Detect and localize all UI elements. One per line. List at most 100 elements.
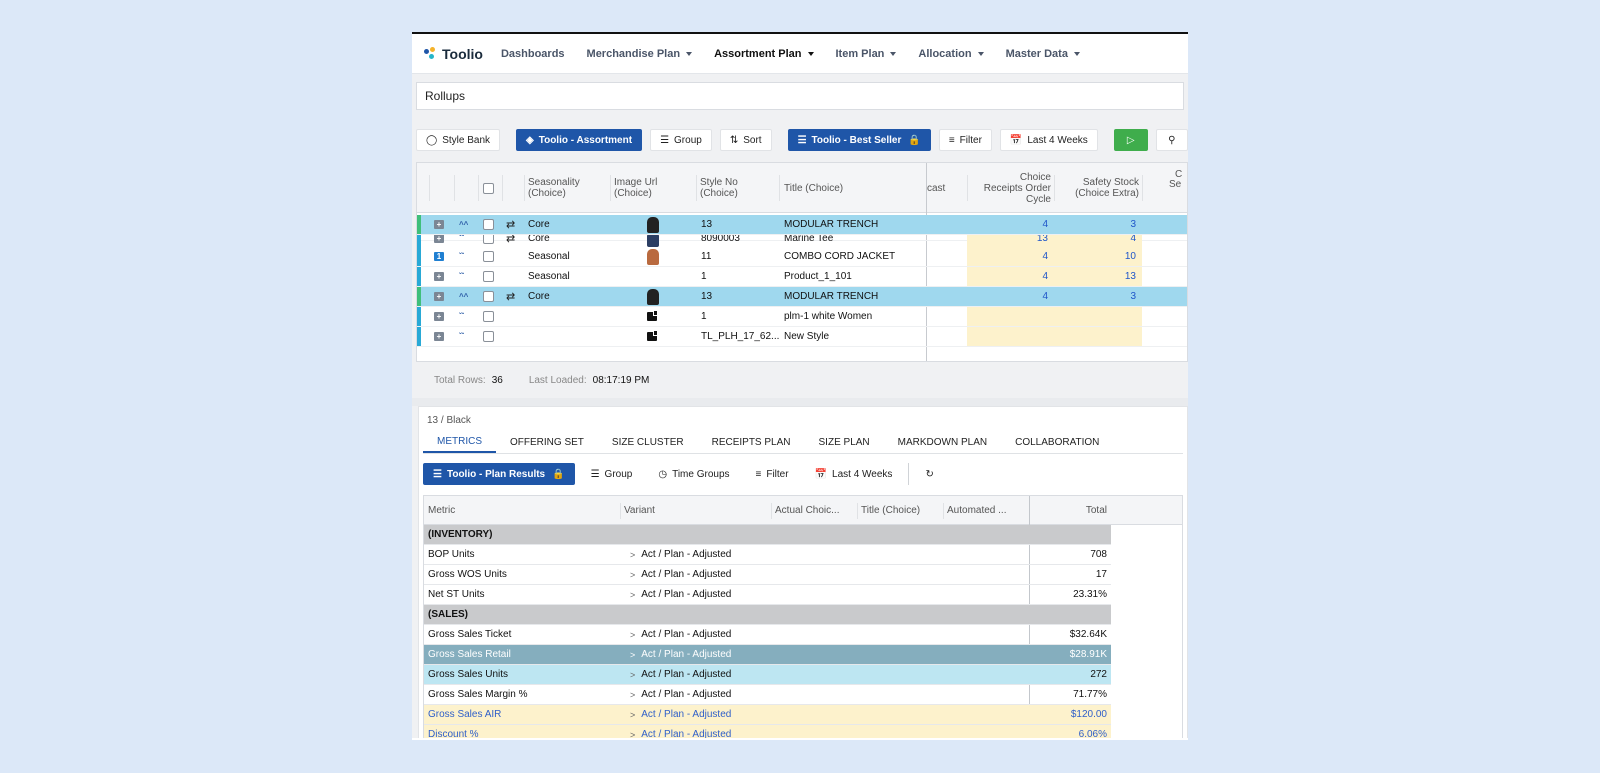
tab-receipts-plan[interactable]: RECEIPTS PLAN bbox=[711, 437, 791, 448]
refresh-button[interactable]: ↻ bbox=[915, 463, 943, 485]
chevron-down-icon[interactable]: ˇˇ bbox=[459, 312, 465, 321]
metric-row[interactable]: Gross Sales Retail > Act / Plan - Adjusted… bbox=[424, 645, 1111, 665]
total-value[interactable]: 272 bbox=[1090, 669, 1107, 680]
find-button[interactable]: ⚲ bbox=[1155, 129, 1188, 151]
detail-group-button[interactable]: ☰ Group bbox=[590, 468, 633, 480]
tab-size-plan[interactable]: SIZE PLAN bbox=[818, 437, 870, 448]
table-row[interactable]: + ^^ ⇄ Core 13 MODULAR TRENCH 4 3 bbox=[417, 215, 1187, 235]
plan-results-view-button[interactable]: ☰ Toolio - Plan Results 🔒 bbox=[423, 463, 575, 485]
col-title-choice[interactable]: Title (Choice) bbox=[861, 505, 921, 516]
metric-row[interactable]: Gross WOS Units > Act / Plan - Adjusted 17 bbox=[424, 565, 1111, 585]
chevron-down-icon[interactable]: ˇˇ bbox=[459, 252, 465, 261]
receipts-cell[interactable]: 4 bbox=[1042, 291, 1048, 302]
expand-details-icon[interactable]: + bbox=[434, 312, 444, 321]
header-safety-stock[interactable]: Safety Stock (Choice Extra) bbox=[1075, 177, 1139, 199]
best-seller-view-button[interactable]: ☰ Toolio - Best Seller 🔒 bbox=[787, 129, 931, 151]
tab-size-cluster[interactable]: SIZE CLUSTER bbox=[611, 437, 684, 448]
metric-row[interactable]: Gross Sales Ticket > Act / Plan - Adjusted… bbox=[424, 625, 1111, 645]
chevron-up-icon[interactable]: ^^ bbox=[459, 220, 469, 229]
metric-row[interactable]: BOP Units > Act / Plan - Adjusted 708 bbox=[424, 545, 1111, 565]
row-checkbox[interactable] bbox=[483, 331, 494, 342]
row-checkbox[interactable] bbox=[483, 251, 494, 262]
safety-stock-cell[interactable] bbox=[1054, 327, 1142, 346]
total-value[interactable]: 23.31% bbox=[1073, 589, 1107, 600]
chevron-right-icon[interactable]: > bbox=[630, 589, 636, 600]
expand-details-icon[interactable]: + bbox=[434, 234, 444, 243]
chevron-down-icon[interactable]: ˇˇ bbox=[459, 332, 465, 341]
swap-icon[interactable]: ⇄ bbox=[506, 233, 516, 245]
header-title[interactable]: Title (Choice) bbox=[784, 182, 844, 194]
total-value[interactable]: 71.77% bbox=[1073, 689, 1107, 700]
tab-offering-set[interactable]: OFFERING SET bbox=[510, 437, 584, 448]
logo[interactable]: Toolio bbox=[424, 46, 483, 62]
row-checkbox[interactable] bbox=[483, 311, 494, 322]
header-choice-receipts[interactable]: Choice Receipts Order Cycle bbox=[983, 171, 1051, 205]
total-value[interactable]: $32.64K bbox=[1069, 629, 1107, 640]
tab-markdown-plan[interactable]: MARKDOWN PLAN bbox=[897, 437, 988, 448]
metric-row[interactable]: Net ST Units > Act / Plan - Adjusted 23.31% bbox=[424, 585, 1111, 605]
total-value[interactable]: 17 bbox=[1095, 569, 1107, 580]
header-image-url[interactable]: Image Url (Choice) bbox=[614, 177, 658, 199]
total-value[interactable]: $120.00 bbox=[1070, 709, 1107, 720]
metric-row[interactable]: Discount % > Act / Plan - Adjusted 6.06% bbox=[424, 725, 1111, 738]
receipts-cell[interactable] bbox=[967, 307, 1054, 326]
total-value[interactable] bbox=[1031, 605, 1107, 624]
rollups-selector[interactable]: Rollups bbox=[416, 82, 1184, 110]
table-row[interactable]: + ˇˇ TL_PLH_17_62... New Style bbox=[417, 327, 1187, 347]
col-actual-choice[interactable]: Actual Choic... bbox=[775, 505, 840, 516]
safety-stock-cell[interactable]: 3 bbox=[1130, 291, 1136, 302]
header-forecast[interactable]: cast bbox=[927, 182, 946, 194]
time-groups-button[interactable]: ◷ Time Groups bbox=[658, 468, 730, 480]
row-checkbox[interactable] bbox=[483, 291, 494, 302]
safety-stock-cell[interactable]: 10 bbox=[1054, 247, 1142, 266]
tab-metrics[interactable]: METRICS bbox=[423, 432, 496, 453]
style-bank-button[interactable]: ◯ Style Bank bbox=[416, 129, 501, 151]
row-checkbox[interactable] bbox=[483, 219, 494, 230]
total-value[interactable] bbox=[1031, 525, 1107, 544]
expand-details-icon[interactable]: + bbox=[434, 332, 444, 341]
chevron-right-icon[interactable]: > bbox=[630, 649, 636, 660]
table-row[interactable]: + ^^ ⇄ Core 13 MODULAR TRENCH 4 3 bbox=[417, 287, 1187, 307]
row-checkbox[interactable] bbox=[483, 271, 494, 282]
detail-filter-button[interactable]: ≡ Filter bbox=[755, 468, 789, 480]
metric-row[interactable]: Gross Sales Margin % > Act / Plan - Adjust… bbox=[424, 685, 1111, 705]
swap-icon[interactable]: ⇄ bbox=[506, 219, 516, 231]
nav-dashboards[interactable]: Dashboards bbox=[500, 47, 565, 60]
receipts-cell[interactable] bbox=[967, 327, 1054, 346]
table-row[interactable]: 1 ˇˇ Seasonal 11 COMBO CORD JACKET 4 10 bbox=[417, 247, 1187, 267]
nav-master-data[interactable]: Master Data bbox=[1006, 48, 1080, 60]
safety-stock-cell[interactable]: 3 bbox=[1130, 219, 1136, 230]
assortment-view-button[interactable]: ◈ Toolio - Assortment bbox=[516, 129, 643, 151]
section-row[interactable]: (SALES) bbox=[424, 605, 1111, 625]
section-row[interactable]: (INVENTORY) bbox=[424, 525, 1111, 545]
group-button[interactable]: ☰ Group bbox=[650, 129, 712, 151]
nav-assortment-plan[interactable]: Assortment Plan bbox=[714, 48, 814, 60]
safety-stock-cell[interactable]: 13 bbox=[1054, 267, 1142, 286]
chevron-right-icon[interactable]: > bbox=[630, 689, 636, 700]
col-metric[interactable]: Metric bbox=[428, 505, 456, 516]
total-value[interactable]: $28.91K bbox=[1069, 649, 1107, 660]
metric-row[interactable]: Gross Sales Units > Act / Plan - Adjusted 2… bbox=[424, 665, 1111, 685]
sort-button[interactable]: ⇅ Sort bbox=[719, 129, 772, 151]
expand-details-icon[interactable]: 1 bbox=[434, 252, 444, 261]
table-row[interactable]: + ˇˇ 1 plm-1 white Women bbox=[417, 307, 1187, 327]
header-style-no[interactable]: Style No (Choice) bbox=[700, 177, 738, 199]
nav-allocation[interactable]: Allocation bbox=[918, 48, 984, 60]
total-value[interactable]: 708 bbox=[1090, 549, 1107, 560]
tab-collaboration[interactable]: COLLABORATION bbox=[1015, 437, 1100, 448]
chevron-right-icon[interactable]: > bbox=[630, 729, 636, 739]
total-value[interactable]: 6.06% bbox=[1078, 729, 1107, 738]
expand-details-icon[interactable]: + bbox=[434, 272, 444, 281]
run-button[interactable]: ▷ bbox=[1113, 129, 1148, 151]
expand-details-icon[interactable]: + bbox=[434, 292, 444, 301]
table-row[interactable]: + ˇˇ Seasonal 1 Product_1_101 4 13 bbox=[417, 267, 1187, 287]
receipts-cell[interactable]: 4 bbox=[967, 267, 1054, 286]
safety-stock-cell[interactable] bbox=[1054, 307, 1142, 326]
col-automated[interactable]: Automated ... bbox=[947, 505, 1007, 516]
nav-merchandise-plan[interactable]: Merchandise Plan bbox=[587, 48, 693, 60]
metric-row[interactable]: Gross Sales AIR > Act / Plan - Adjusted $12… bbox=[424, 705, 1111, 725]
nav-item-plan[interactable]: Item Plan bbox=[836, 48, 897, 60]
chevron-up-icon[interactable]: ^^ bbox=[459, 292, 469, 301]
header-seasonality[interactable]: Seasonality (Choice) bbox=[528, 177, 580, 199]
period-button[interactable]: 📅 Last 4 Weeks bbox=[999, 129, 1098, 151]
